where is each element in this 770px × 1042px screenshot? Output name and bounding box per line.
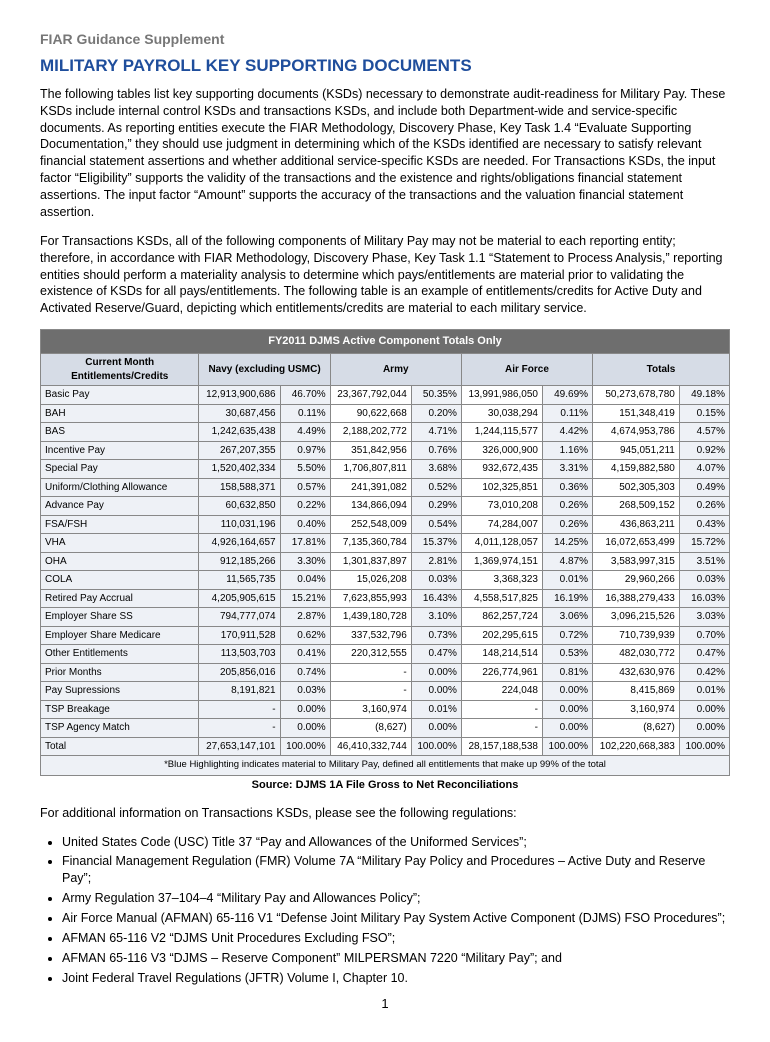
table-row: TSP Breakage-0.00%3,160,9740.01%-0.00%3,… bbox=[41, 700, 730, 719]
table-row: Retired Pay Accrual4,205,905,61515.21%7,… bbox=[41, 589, 730, 608]
doc-title: MILITARY PAYROLL KEY SUPPORTING DOCUMENT… bbox=[40, 55, 730, 78]
table-row: OHA912,185,2663.30%1,301,837,8972.81%1,3… bbox=[41, 552, 730, 571]
col-totals: Totals bbox=[593, 354, 730, 386]
list-item: Air Force Manual (AFMAN) 65-116 V1 “Defe… bbox=[62, 910, 730, 927]
intro-para-1: The following tables list key supporting… bbox=[40, 86, 730, 221]
table-row: Other Entitlements113,503,7030.41%220,31… bbox=[41, 645, 730, 664]
regulations-list: United States Code (USC) Title 37 “Pay a… bbox=[62, 834, 730, 987]
table-row: TSP Agency Match-0.00%(8,627)0.00%-0.00%… bbox=[41, 719, 730, 738]
table-row: BAS1,242,635,4384.49%2,188,202,7724.71%1… bbox=[41, 423, 730, 442]
table-footnote: *Blue Highlighting indicates material to… bbox=[41, 756, 730, 776]
table-row: FSA/FSH110,031,1960.40%252,548,0090.54%7… bbox=[41, 515, 730, 534]
list-item: AFMAN 65-116 V3 “DJMS – Reserve Componen… bbox=[62, 950, 730, 967]
col-airforce: Air Force bbox=[461, 354, 592, 386]
table-source: Source: DJMS 1A File Gross to Net Reconc… bbox=[40, 778, 730, 793]
table-row: BAH30,687,4560.11%90,622,6680.20%30,038,… bbox=[41, 404, 730, 423]
table-row: Employer Share SS794,777,0742.87%1,439,1… bbox=[41, 608, 730, 627]
table-title: FY2011 DJMS Active Component Totals Only bbox=[41, 330, 730, 354]
list-item: AFMAN 65-116 V2 “DJMS Unit Procedures Ex… bbox=[62, 930, 730, 947]
list-item: Army Regulation 37–104–4 “Military Pay a… bbox=[62, 890, 730, 907]
col-entitlements: Current Month Entitlements/Credits bbox=[41, 354, 199, 386]
list-item: United States Code (USC) Title 37 “Pay a… bbox=[62, 834, 730, 851]
table-row: Total27,653,147,101100.00%46,410,332,744… bbox=[41, 737, 730, 756]
table-row: Incentive Pay267,207,3550.97%351,842,956… bbox=[41, 441, 730, 460]
table-row: COLA11,565,7350.04%15,026,2080.03%3,368,… bbox=[41, 571, 730, 590]
djms-table: FY2011 DJMS Active Component Totals Only… bbox=[40, 329, 730, 776]
col-army: Army bbox=[330, 354, 461, 386]
table-row: Basic Pay12,913,900,68646.70%23,367,792,… bbox=[41, 386, 730, 405]
table-row: Advance Pay60,632,8500.22%134,866,0940.2… bbox=[41, 497, 730, 516]
intro-para-2: For Transactions KSDs, all of the follow… bbox=[40, 233, 730, 317]
table-row: Uniform/Clothing Allowance158,588,3710.5… bbox=[41, 478, 730, 497]
page-number: 1 bbox=[40, 995, 730, 1013]
list-item: Financial Management Regulation (FMR) Vo… bbox=[62, 853, 730, 887]
table-row: Employer Share Medicare170,911,5280.62%3… bbox=[41, 626, 730, 645]
table-row: Special Pay1,520,402,3345.50%1,706,807,8… bbox=[41, 460, 730, 479]
col-navy: Navy (excluding USMC) bbox=[199, 354, 330, 386]
doc-header: FIAR Guidance Supplement bbox=[40, 30, 730, 49]
table-row: Pay Supressions8,191,8210.03%-0.00%224,0… bbox=[41, 682, 730, 701]
regulations-intro: For additional information on Transactio… bbox=[40, 805, 730, 822]
list-item: Joint Federal Travel Regulations (JFTR) … bbox=[62, 970, 730, 987]
table-row: VHA4,926,164,65717.81%7,135,360,78415.37… bbox=[41, 534, 730, 553]
table-row: Prior Months205,856,0160.74%-0.00%226,77… bbox=[41, 663, 730, 682]
